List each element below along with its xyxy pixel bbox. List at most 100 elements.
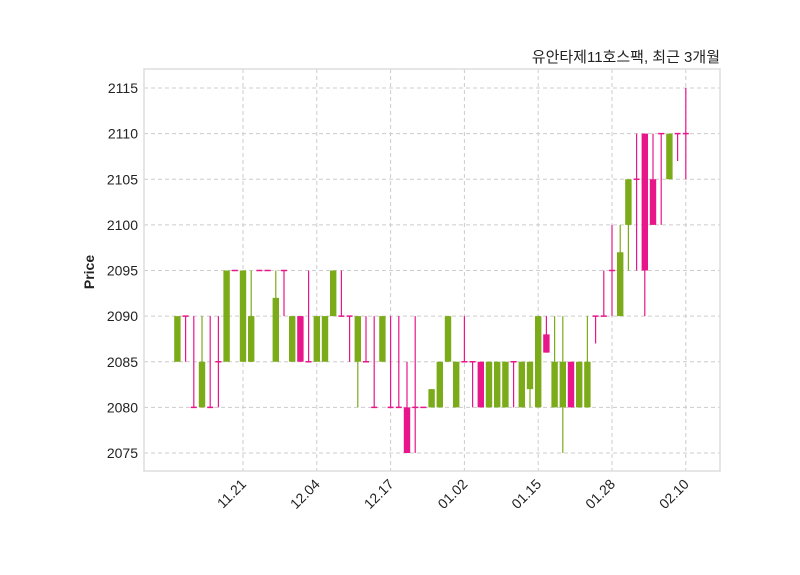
candle bbox=[321, 316, 329, 362]
candle-body bbox=[330, 270, 337, 317]
candle-body bbox=[436, 361, 443, 408]
candle bbox=[543, 316, 550, 353]
candle-body bbox=[272, 297, 279, 362]
candle bbox=[576, 361, 583, 408]
candle bbox=[649, 133, 657, 225]
candle bbox=[272, 270, 279, 362]
candle bbox=[485, 361, 493, 408]
candle bbox=[395, 316, 402, 409]
candle-body bbox=[535, 316, 542, 408]
candle-body bbox=[625, 179, 632, 225]
candle bbox=[297, 316, 304, 362]
candle bbox=[502, 361, 509, 408]
candle bbox=[248, 270, 255, 362]
candle-body bbox=[477, 361, 484, 408]
candle bbox=[609, 224, 615, 317]
candle bbox=[223, 270, 230, 362]
candle-body bbox=[494, 361, 501, 408]
candle bbox=[666, 133, 673, 180]
candle-body bbox=[248, 316, 255, 362]
x-tick-label: 01.28 bbox=[582, 476, 618, 512]
y-tick-labels: 2075 2080 2085 2090 2095 2100 2105 2110 2115 bbox=[107, 80, 138, 461]
candle-body bbox=[567, 361, 575, 408]
candle-body bbox=[239, 270, 247, 362]
candle bbox=[289, 316, 296, 362]
grid bbox=[144, 69, 720, 471]
candle bbox=[444, 316, 452, 362]
candle bbox=[559, 316, 566, 453]
y-tick-label: 2080 bbox=[107, 399, 138, 415]
candle-body bbox=[313, 316, 320, 362]
candle-body bbox=[526, 361, 534, 390]
y-tick-label: 2105 bbox=[107, 171, 138, 187]
candle bbox=[354, 316, 361, 408]
y-tick-label: 2090 bbox=[107, 308, 138, 324]
candle bbox=[313, 316, 320, 362]
candle bbox=[379, 316, 386, 362]
candle-body bbox=[551, 361, 558, 408]
candle-body bbox=[518, 361, 525, 408]
candle bbox=[461, 316, 468, 363]
candle bbox=[436, 361, 443, 408]
candle-body bbox=[444, 316, 452, 362]
candle bbox=[625, 179, 632, 271]
y-axis-label: Price bbox=[81, 255, 97, 289]
x-tick-label: 02.10 bbox=[656, 476, 692, 512]
candles bbox=[174, 88, 689, 453]
x-tick-label: 01.02 bbox=[434, 476, 470, 512]
candle bbox=[387, 316, 394, 409]
plot-frame bbox=[143, 68, 721, 472]
candle-body bbox=[354, 316, 361, 362]
candle-body bbox=[379, 316, 386, 362]
x-tick-labels: 11.21 12.04 12.17 01.02 01.15 01.28 02.10 bbox=[214, 476, 692, 512]
candle bbox=[453, 361, 460, 408]
candle bbox=[428, 389, 435, 408]
candle bbox=[641, 133, 648, 317]
candle bbox=[412, 316, 419, 453]
candle bbox=[494, 361, 501, 408]
candle-body bbox=[428, 389, 435, 408]
candle bbox=[535, 316, 542, 408]
candle bbox=[198, 316, 206, 408]
candle-body bbox=[666, 133, 673, 180]
candle bbox=[600, 270, 607, 317]
candle-body bbox=[543, 334, 550, 353]
candle-body bbox=[174, 316, 181, 362]
candle bbox=[281, 269, 287, 317]
y-tick-label: 2110 bbox=[108, 126, 138, 142]
candle bbox=[584, 316, 591, 408]
candle bbox=[592, 315, 599, 344]
candle bbox=[239, 270, 247, 362]
candle-body bbox=[198, 361, 206, 408]
candle-body bbox=[223, 270, 230, 362]
y-tick-label: 2085 bbox=[107, 354, 138, 370]
candle bbox=[469, 361, 476, 408]
chart-title: 유안타제11호스팩, 최근 3개월 bbox=[532, 49, 720, 66]
candle bbox=[330, 270, 337, 317]
candle-body bbox=[559, 361, 566, 408]
candle-body bbox=[584, 361, 591, 408]
candle bbox=[551, 316, 558, 408]
x-tick-label: 11.21 bbox=[214, 476, 250, 512]
candle-body bbox=[321, 316, 329, 362]
candle bbox=[182, 315, 189, 362]
candle bbox=[215, 316, 222, 408]
candle bbox=[510, 361, 517, 408]
candle-body bbox=[576, 361, 583, 408]
candle bbox=[338, 270, 345, 317]
candle bbox=[633, 133, 640, 271]
candle-body bbox=[485, 361, 493, 408]
candle-body bbox=[502, 361, 509, 408]
candle-body bbox=[641, 133, 648, 271]
candle bbox=[403, 361, 411, 453]
candle bbox=[305, 270, 312, 363]
candle-body bbox=[297, 316, 304, 362]
candle-body bbox=[649, 179, 657, 225]
y-tick-label: 2075 bbox=[107, 445, 138, 461]
y-tick-label: 2095 bbox=[107, 263, 138, 279]
candle bbox=[346, 315, 353, 362]
candle bbox=[518, 361, 525, 408]
y-tick-label: 2115 bbox=[108, 80, 138, 96]
